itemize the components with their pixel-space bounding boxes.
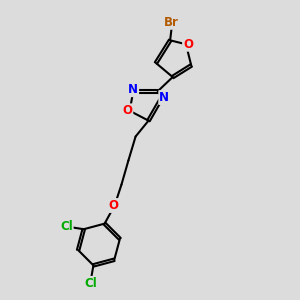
Text: Cl: Cl <box>60 220 73 233</box>
Text: Cl: Cl <box>84 277 97 290</box>
Text: O: O <box>109 199 119 212</box>
Text: N: N <box>159 91 169 104</box>
Text: O: O <box>122 104 132 117</box>
Text: O: O <box>183 38 193 51</box>
Text: Br: Br <box>164 16 179 29</box>
Text: N: N <box>128 83 138 96</box>
